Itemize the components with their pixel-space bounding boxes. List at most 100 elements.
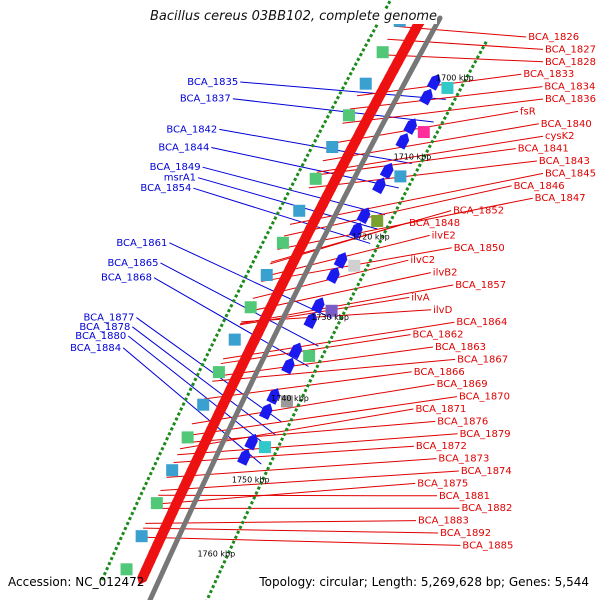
scale-tick	[346, 76, 351, 81]
scale-tick	[402, 191, 407, 196]
scale-tick	[198, 367, 203, 372]
scale-tick	[478, 50, 483, 55]
reverse-feature-box	[376, 46, 389, 59]
scale-tick	[383, 229, 388, 234]
scale-tick	[212, 338, 217, 343]
scale-tick	[380, 234, 385, 239]
reverse-feature-box	[228, 333, 241, 346]
scale-tick	[249, 500, 254, 505]
forward-gene-arrow	[237, 449, 251, 466]
reverse-gene-label: BCA_1852	[453, 206, 504, 217]
scale-tick	[363, 43, 369, 48]
scale-tick	[270, 456, 275, 461]
scale-tick	[224, 313, 229, 318]
reverse-gene-label: ilvB2	[433, 268, 458, 279]
scale-tick	[114, 546, 119, 551]
reverse-feature-box	[260, 268, 273, 281]
scale-label: 1740 kbp	[271, 394, 309, 403]
scale-tick	[270, 220, 275, 225]
topology-text: Topology: circular; Length: 5,269,628 bp…	[259, 575, 589, 589]
reverse-gene-label: BCA_1881	[439, 491, 490, 502]
scale-tick	[346, 301, 351, 306]
scale-tick	[371, 28, 376, 33]
reverse-leader-line	[316, 135, 544, 173]
scale-tick	[275, 446, 280, 451]
scale-tick	[151, 466, 156, 471]
forward-feature-box	[394, 170, 407, 183]
scale-tick	[127, 516, 132, 521]
scale-label: 1700 kbp	[436, 74, 474, 83]
scale-tick	[463, 78, 468, 83]
forward-leader-line	[122, 347, 262, 465]
scale-tick	[447, 106, 452, 111]
scale-tick	[287, 422, 292, 427]
scale-tick	[268, 461, 273, 466]
scale-tick	[333, 100, 338, 105]
forward-leader-line	[169, 242, 333, 319]
scale-tick	[460, 83, 465, 88]
forward-gene-label: BCA_1868	[101, 273, 152, 284]
scale-label: 1750 kbp	[232, 476, 270, 485]
reverse-leader-line	[342, 98, 544, 124]
scale-tick	[390, 215, 395, 220]
forward-gene-arrow	[426, 74, 441, 91]
scale-tick	[305, 383, 310, 388]
forward-gene-arrow	[419, 88, 433, 106]
scale-tick	[256, 486, 261, 491]
forward-gene-label: msrA1	[164, 173, 196, 184]
forward-gene-label: BCA_1878	[79, 322, 130, 333]
reverse-gene-label: BCA_1840	[541, 119, 592, 130]
reverse-feature-box	[276, 236, 289, 249]
scale-tick	[356, 57, 361, 62]
scale-tick	[344, 306, 349, 311]
scale-tick	[234, 293, 239, 298]
forward-feature-box	[441, 81, 454, 94]
scale-label: 1720 kbp	[352, 232, 390, 241]
scale-tick	[285, 191, 290, 196]
reverse-feature-box	[293, 204, 306, 217]
scale-tick	[358, 52, 363, 57]
scale-tick	[308, 378, 313, 383]
scale-tick	[374, 24, 379, 29]
reverse-leader-line	[220, 334, 411, 365]
scale-tick	[205, 352, 210, 357]
scale-tick	[254, 490, 259, 495]
reverse-leader-line	[223, 321, 455, 360]
scale-tick	[273, 451, 278, 456]
gene-labels: 1700 kbp 1710 kbp 1720 kbp 1730 kbp 1740 kbp…	[70, 32, 596, 558]
scale-tick	[207, 347, 212, 352]
scale-tick	[387, 0, 392, 5]
scale-tick	[247, 505, 252, 510]
forward-leader-line	[136, 317, 282, 423]
reverse-feature-box	[150, 497, 163, 510]
scale-tick	[208, 589, 213, 594]
scale-tick	[351, 66, 356, 71]
scale-tick	[273, 216, 278, 221]
scale-tick	[277, 442, 282, 447]
scale-tick	[330, 105, 335, 110]
reverse-leader-line	[173, 445, 414, 463]
scale-tick	[422, 153, 427, 158]
scale-tick	[303, 388, 308, 393]
forward-gene-label: BCA_1877	[83, 313, 134, 324]
scale-tick	[412, 172, 417, 177]
forward-gene-arrow	[333, 252, 348, 269]
reverse-gene-label: BCA_1883	[418, 516, 469, 527]
scale-tick	[313, 369, 318, 374]
scale-tick	[397, 201, 402, 206]
forward-gene-arrow	[356, 207, 371, 224]
forward-gene-label: BCA_1861	[116, 238, 167, 249]
scale-tick	[294, 407, 299, 412]
forward-gene-arrow	[281, 357, 295, 375]
reverse-gene-label: BCA_1863	[435, 342, 486, 353]
scale-tick	[200, 362, 205, 367]
forward-leader-line	[219, 128, 412, 164]
scale-tick	[298, 398, 303, 403]
reverse-gene-label: BCA_1834	[544, 82, 595, 93]
scale-tick	[193, 377, 198, 382]
scale-tick	[266, 466, 271, 471]
scale-tick	[291, 412, 296, 417]
scale-tick	[328, 109, 333, 115]
scale-tick	[263, 471, 268, 476]
scale-tick	[155, 456, 160, 461]
